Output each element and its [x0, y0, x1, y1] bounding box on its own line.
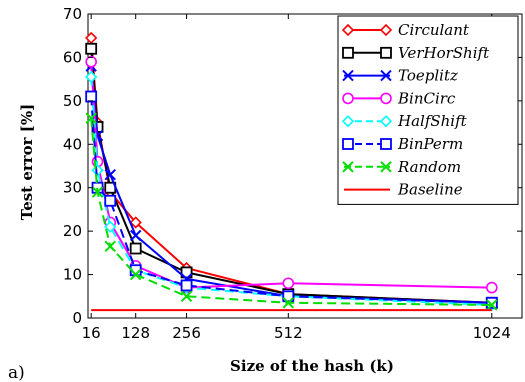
legend-label: Random: [397, 158, 461, 176]
legend-entry: Random: [342, 158, 461, 176]
x-tick-label: 256: [172, 324, 201, 342]
x-axis-title: Size of the hash (k): [230, 357, 394, 375]
legend-entry: Baseline: [344, 181, 463, 199]
y-tick-label: 10: [63, 266, 82, 284]
data-point: [104, 220, 117, 233]
legend-swatch-marker: [380, 46, 392, 59]
legend-swatch-marker: [341, 115, 355, 128]
legend: Circulant VerHorShift Toeplitz BinCirc HalfS…: [337, 15, 519, 205]
legend-label: HalfShift: [397, 112, 468, 130]
data-point: [85, 70, 98, 84]
y-tick-label: 50: [63, 92, 82, 110]
y-axis-title: Test error [%]: [18, 104, 36, 221]
series-random: [85, 112, 498, 311]
data-point: [485, 296, 498, 309]
data-point: [104, 168, 116, 181]
data-point: [104, 240, 116, 253]
legend-entry: Toeplitz: [342, 67, 458, 85]
data-point: [486, 299, 498, 311]
data-point: [104, 194, 117, 207]
data-point: [180, 266, 193, 279]
legend-swatch-marker: [379, 115, 393, 128]
x-tick-label: 128: [121, 324, 150, 342]
data-point: [129, 229, 142, 242]
legend-label: Circulant: [398, 21, 470, 39]
data-point: [129, 268, 142, 281]
x-tick-label: 16: [82, 324, 101, 342]
y-tick-label: 60: [63, 48, 82, 66]
legend-entry: BinPerm: [342, 135, 463, 153]
legend-swatch-marker: [342, 161, 354, 173]
legend-label: BinPerm: [397, 135, 463, 153]
panel-label: a): [8, 363, 25, 382]
data-point: [91, 186, 104, 198]
data-point: [129, 216, 142, 229]
legend-swatch-marker: [342, 46, 354, 59]
data-point: [129, 242, 142, 255]
data-point: [85, 90, 98, 103]
data-point: [485, 281, 498, 294]
legend-swatch-marker: [342, 69, 354, 82]
legend-swatch-marker: [342, 92, 354, 105]
legend-swatch-marker: [380, 161, 392, 173]
x-tick-label: 512: [274, 324, 303, 342]
data-point: [282, 277, 295, 290]
legend-box: [337, 15, 519, 205]
y-tick-label: 70: [63, 5, 82, 23]
legend-swatch-marker: [380, 69, 392, 82]
legend-swatch-marker: [342, 138, 354, 150]
legend-label: Toeplitz: [398, 67, 458, 85]
series-layer: [85, 31, 498, 312]
legend-entry: HalfShift: [341, 112, 468, 130]
y-tick-label: 0: [72, 309, 82, 327]
legend-swatch-marker: [380, 92, 392, 105]
data-point: [85, 42, 98, 55]
legend-label: VerHorShift: [398, 44, 490, 62]
y-tick-label: 20: [63, 222, 82, 240]
data-point: [282, 297, 295, 309]
x-tick-label: 1024: [473, 324, 511, 342]
y-tick-label: 40: [63, 135, 82, 153]
data-point: [180, 290, 193, 302]
legend-swatch-marker: [341, 23, 355, 37]
legend-label: BinCirc: [397, 89, 456, 107]
data-point: [85, 55, 97, 68]
data-point: [282, 290, 295, 303]
legend-label: Baseline: [397, 181, 463, 199]
data-point: [180, 279, 193, 292]
series-binperm: [85, 90, 498, 309]
legend-entry: BinCirc: [342, 89, 456, 107]
legend-entry: VerHorShift: [342, 44, 490, 62]
legend-entry: Circulant: [341, 21, 470, 39]
legend-swatch-marker: [380, 138, 392, 150]
data-point: [85, 112, 97, 124]
y-tick-label: 30: [63, 179, 82, 197]
legend-swatch-marker: [379, 23, 393, 37]
axes-layer: 0 10 20 30 40 50 60 70 16 128 256 512 1024: [63, 5, 522, 342]
